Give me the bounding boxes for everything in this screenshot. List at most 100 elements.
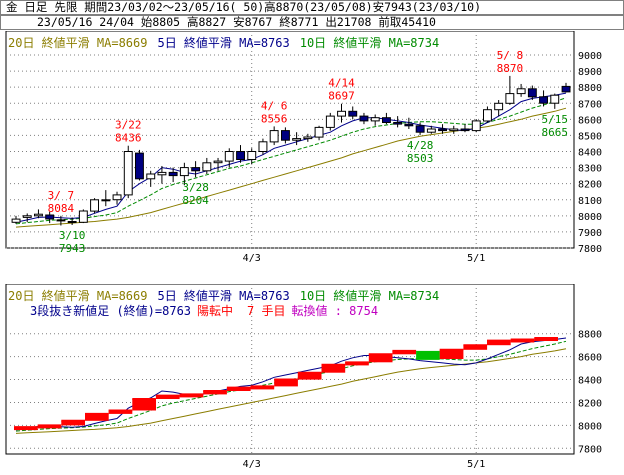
- annotation-date: 4/28: [407, 139, 434, 152]
- y-tick-label: 8100: [578, 196, 602, 207]
- candle-body: [550, 94, 560, 104]
- candle-body: [179, 167, 189, 177]
- candle-body: [258, 141, 268, 153]
- candle-body: [539, 96, 548, 104]
- tlb-info-reversal: 転換値 : 8754: [292, 303, 379, 318]
- candle-body: [370, 117, 380, 122]
- y-tick-label: 8200: [578, 398, 602, 409]
- y-tick-label: 8600: [578, 115, 602, 126]
- candle-body: [224, 151, 234, 162]
- tlb-block: [487, 340, 511, 346]
- annotation-value: 8436: [115, 132, 142, 145]
- annotation-date: 3/10: [59, 229, 86, 242]
- candle-body: [202, 162, 212, 172]
- tlb-info-count: 7 手目: [247, 304, 285, 318]
- tlb-block: [61, 420, 85, 426]
- y-tick-label: 7800: [578, 244, 602, 255]
- tlb-info-status: 陽転中: [197, 303, 233, 318]
- candle-body: [460, 128, 470, 132]
- candle-body: [382, 117, 391, 123]
- annotation-date: 4/14: [328, 77, 355, 90]
- candle-body: [449, 128, 459, 132]
- candle-body: [146, 173, 156, 180]
- candle-body: [325, 115, 335, 128]
- candle-body: [527, 88, 537, 98]
- annotation-date: 3/ 7: [48, 189, 75, 202]
- chart-header-line-1: 金 日足 先限 期間23/03/02～23/05/16( 50)高8870(23…: [0, 0, 624, 15]
- tlb-block: [392, 350, 417, 355]
- candle-body: [168, 171, 178, 177]
- y-tick-label: 8400: [578, 376, 602, 387]
- bottom-legend: 20日 終値平滑 MA=8669 5日 終値平滑 MA=8763 10日 終値平滑 …: [8, 288, 439, 303]
- y-tick-label: 8600: [578, 353, 602, 364]
- chart-header-line-2: 23/05/16 24/04 始8805 高8827 安8767 終8771 出…: [0, 15, 624, 30]
- candle-body: [348, 110, 358, 117]
- tlb-info-prefix: 3段抜き新値足 (終値)=8763: [30, 303, 191, 318]
- annotation-value: 8697: [328, 90, 355, 103]
- legend-entry: 20日 終値平滑 MA=8669: [8, 35, 147, 50]
- candle-body: [269, 130, 279, 143]
- candle-body: [337, 110, 347, 117]
- candle-body: [314, 126, 324, 138]
- y-tick-label: 8800: [578, 330, 602, 341]
- candle-body: [112, 194, 122, 201]
- candle-body: [123, 151, 133, 196]
- tlb-block: [155, 395, 180, 399]
- legend-entry: 10日 終値平滑 MA=8734: [300, 288, 439, 303]
- tlb-block: [439, 349, 464, 359]
- plot-area: [5, 31, 575, 249]
- candle-body: [292, 138, 302, 141]
- legend-entry: 5日 終値平滑 MA=8763: [157, 288, 289, 303]
- x-tick-label: 5/1: [467, 459, 485, 468]
- annotation-value: 8503: [407, 152, 434, 165]
- candle-body: [393, 122, 403, 125]
- y-tick-label: 8900: [578, 67, 602, 78]
- candle-body: [426, 128, 436, 133]
- y-tick-label: 8400: [578, 148, 602, 159]
- annotation-date: 3/28: [182, 181, 209, 194]
- x-tick-label: 4/3: [243, 459, 261, 468]
- candle-body: [247, 151, 257, 160]
- y-tick-label: 8200: [578, 180, 602, 191]
- candle-body: [359, 115, 369, 122]
- y-tick-label: 8000: [578, 212, 602, 223]
- tlb-block: [534, 338, 558, 341]
- candle-body: [281, 130, 290, 141]
- annotation-value: 8870: [497, 62, 524, 75]
- tlb-block: [274, 379, 298, 387]
- candle-body: [157, 171, 167, 176]
- tlb-block: [368, 354, 393, 363]
- candle-body: [90, 199, 99, 212]
- candle-body: [505, 93, 515, 104]
- legend-entry: 5日 終値平滑 MA=8763: [157, 35, 289, 50]
- candle-body: [415, 125, 425, 133]
- annotation-date: 3/22: [115, 119, 142, 132]
- tlb-block: [321, 364, 346, 373]
- annotation-value: 8204: [182, 194, 209, 207]
- y-tick-label: 7800: [578, 444, 602, 455]
- candle-body: [67, 221, 77, 223]
- candlestick-chart: 7800 7900 8000 8100 8200 8300 8400 8500 8600 8700…: [5, 31, 602, 264]
- tlb-block: [510, 339, 535, 343]
- tlb-block: [226, 387, 251, 391]
- candle-body: [22, 215, 32, 218]
- y-tick-label: 8700: [578, 99, 602, 110]
- annotation-value: 8084: [48, 202, 75, 215]
- tlb-block: [250, 386, 275, 390]
- top-legend: 20日 終値平滑 MA=8669 5日 終値平滑 MA=8763 10日 終値平滑 …: [8, 35, 439, 50]
- candle-body: [561, 85, 571, 93]
- tlb-block: [14, 427, 38, 431]
- tlb-block: [132, 399, 156, 411]
- tlb-block: [297, 372, 322, 380]
- y-tick-label: 9000: [578, 51, 602, 62]
- tlb-block: [416, 350, 440, 359]
- annotation-value: 7943: [59, 242, 86, 255]
- candle-body: [135, 152, 144, 180]
- tlb-block: [85, 413, 109, 421]
- x-tick-label: 5/1: [467, 253, 485, 264]
- annotation-date: 4/ 6: [261, 99, 288, 112]
- x-tick-label: 4/3: [243, 253, 261, 264]
- candle-body: [191, 167, 201, 172]
- y-tick-label: 8500: [578, 131, 602, 142]
- tlb-info: 3段抜き新値足 (終値)=8763 陽転中 7 手目 転換値 : 8754: [30, 303, 378, 318]
